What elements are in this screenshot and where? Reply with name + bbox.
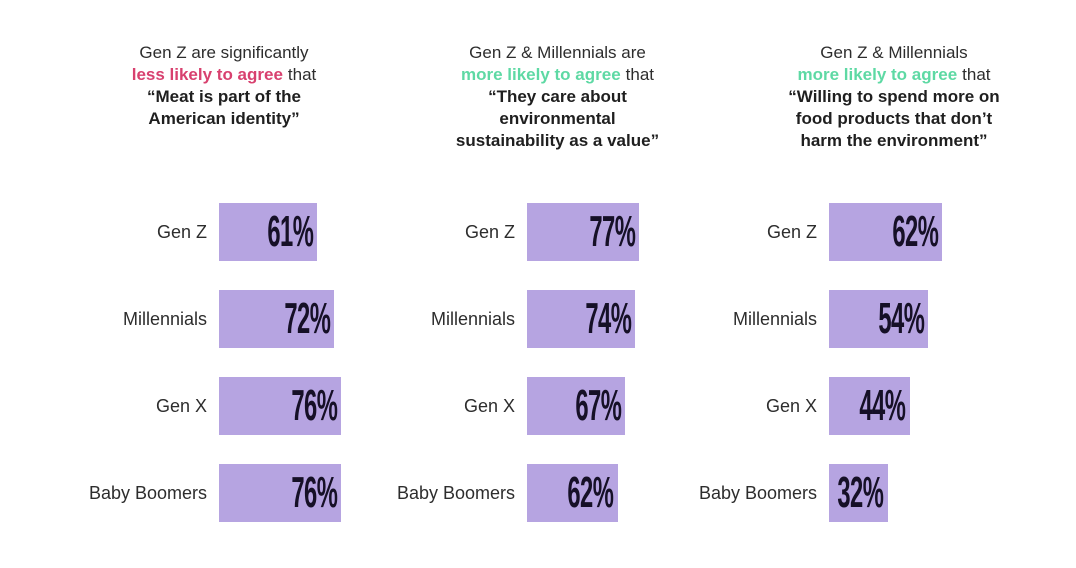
bar-row: Gen X 76% [77,377,341,435]
header-intro: Gen Z & Millennials [820,43,968,62]
panel-statement: “They care about environmental sustainab… [430,86,685,152]
header-emphasis-line: more likely to agree that [766,64,1022,86]
value-bar: 62% [527,464,618,522]
value-bar: 72% [219,290,335,348]
bar-row: Gen Z 62% [687,203,943,261]
header-connector: that [287,65,317,84]
bar-row: Baby Boomers 76% [77,464,341,522]
value-bar: 67% [527,377,625,435]
value-bar: 74% [527,290,636,348]
bar-rows: Gen Z 62% Millennials 54% Gen X 44% Baby… [687,203,943,551]
value-bar: 44% [829,377,910,435]
panel-statement: “Willing to spend more on food products … [766,86,1022,152]
statement-line: “Meat is part of the [147,87,301,106]
header-emphasis-line: less likely to agree that [91,64,357,86]
bar-rows: Gen Z 77% Millennials 74% Gen X 67% Baby… [385,203,640,551]
bar-row: Millennials 54% [687,290,942,348]
bar-row: Baby Boomers 62% [385,464,639,522]
header-connector: that [962,65,991,84]
statement-line: food products that don’t [795,109,993,128]
value-label: 62% [567,468,614,517]
value-label: 54% [878,294,925,343]
bar-row: Millennials 74% [385,290,639,348]
value-label: 61% [266,207,313,256]
statement-line: harm the environment” [800,131,988,150]
header-emphasis-line: more likely to agree that [430,64,685,86]
header-emphasis: more likely to agree [460,65,621,84]
bar-row: Baby Boomers 32% [687,464,942,522]
value-bar: 54% [829,290,928,348]
value-bar: 76% [219,377,341,435]
bar-row: Millennials 72% [77,290,341,348]
bar-rows: Gen Z 61% Millennials 72% Gen X 76% Baby… [77,203,341,551]
value-label: 72% [284,294,331,343]
category-label: Baby Boomers [698,482,817,503]
panel-header: Gen Z & Millennials are more likely to a… [430,42,685,152]
bar-row: Gen X 44% [687,377,942,435]
bar-row: Gen X 67% [385,377,639,435]
value-bar: 61% [219,203,317,261]
value-label: 77% [589,207,636,256]
category-label: Gen X [155,395,207,416]
value-label: 62% [892,207,939,256]
category-label: Millennials [430,308,515,329]
statement-line: sustainability as a value” [455,131,660,150]
statement-line: American identity” [148,109,300,128]
value-label: 76% [290,468,337,517]
value-bar: 77% [527,203,640,261]
value-label: 67% [575,381,622,430]
bar-row: Gen Z 77% [385,203,640,261]
header-emphasis: less likely to agree [131,65,283,84]
panel-header: Gen Z are significantly less likely to a… [91,42,357,130]
value-bar: 62% [829,203,943,261]
value-label: 76% [290,381,337,430]
statement-line: “They care about [488,87,627,106]
category-label: Gen Z [766,221,817,242]
category-label: Gen Z [156,221,207,242]
header-emphasis: more likely to agree [797,65,958,84]
header-intro: Gen Z & Millennials are [469,43,646,62]
statement-line: environmental [499,109,616,128]
panel-header: Gen Z & Millennials more likely to agree… [766,42,1022,152]
category-label: Baby Boomers [396,482,515,503]
value-label: 44% [859,381,906,430]
value-label: 32% [837,468,884,517]
value-bar: 76% [219,464,341,522]
value-bar: 32% [829,464,888,522]
header-intro: Gen Z are significantly [139,43,309,62]
header-connector: that [625,65,655,84]
category-label: Gen X [463,395,515,416]
category-label: Baby Boomers [88,482,207,503]
statement-line: “Willing to spend more on [788,87,1000,106]
bar-row: Gen Z 61% [77,203,341,261]
category-label: Millennials [732,308,817,329]
panel-statement: “Meat is part of the American identity” [91,86,357,130]
value-label: 74% [585,294,632,343]
category-label: Millennials [122,308,207,329]
category-label: Gen Z [464,221,515,242]
category-label: Gen X [765,395,817,416]
